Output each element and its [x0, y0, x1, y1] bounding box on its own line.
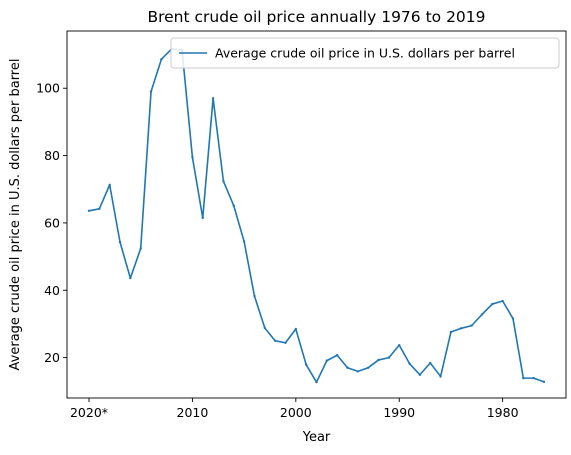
- data-point: [408, 362, 411, 365]
- x-tick-label: 2000: [280, 405, 312, 420]
- data-point: [470, 324, 473, 327]
- data-point: [191, 156, 194, 159]
- data-point: [439, 375, 442, 378]
- data-point: [449, 330, 453, 334]
- data-point: [429, 361, 432, 365]
- data-point: [387, 356, 391, 359]
- data-point: [335, 354, 339, 357]
- data-point: [160, 58, 163, 61]
- data-point: [356, 370, 360, 373]
- data-point: [532, 376, 535, 380]
- data-point: [263, 326, 266, 330]
- chart-title: Brent crude oil price annually 1976 to 2…: [147, 8, 485, 26]
- data-point: [149, 90, 153, 93]
- data-point: [367, 366, 370, 369]
- data-point: [522, 376, 525, 380]
- data-point: [284, 341, 287, 344]
- x-tick-label: 2020*: [70, 405, 108, 420]
- data-point: [253, 294, 256, 298]
- legend-label: Average crude oil price in U.S. dollars …: [215, 46, 515, 61]
- x-tick-label: 1980: [487, 405, 519, 420]
- data-point: [542, 380, 546, 384]
- legend: Average crude oil price in U.S. dollars …: [170, 37, 560, 69]
- data-point: [480, 313, 484, 316]
- x-tick-label: 2010: [177, 405, 209, 420]
- data-point: [232, 204, 235, 207]
- data-point: [129, 276, 132, 280]
- x-axis-title: Year: [302, 430, 331, 445]
- series-line: [88, 48, 545, 383]
- data-point: [273, 339, 277, 342]
- data-point: [108, 183, 111, 187]
- legend-box: [170, 37, 560, 69]
- data-point: [222, 179, 225, 183]
- data-point: [511, 317, 515, 320]
- data-point: [304, 363, 308, 366]
- y-tick-label: 80: [44, 148, 60, 163]
- data-point: [377, 358, 380, 362]
- data-point: [98, 207, 101, 210]
- data-point: [242, 240, 246, 243]
- y-tick-label: 100: [36, 81, 60, 96]
- y-tick-label: 20: [44, 350, 60, 365]
- data-point: [501, 299, 504, 303]
- data-point: [139, 247, 142, 250]
- data-point: [460, 327, 463, 330]
- y-tick-label: 60: [44, 215, 60, 230]
- data-point: [491, 302, 494, 306]
- data-point: [294, 327, 298, 331]
- data-point: [118, 240, 122, 244]
- data-point: [325, 359, 329, 362]
- data-point: [398, 343, 401, 347]
- data-point: [346, 366, 349, 369]
- data-point: [418, 373, 422, 376]
- x-tick-label: 1990: [383, 405, 415, 420]
- data-point: [211, 97, 215, 100]
- plot-area: 20 40 60 80 100 2020* 2010 2000 1990 1980: [36, 30, 567, 420]
- y-tick-label: 40: [44, 283, 60, 298]
- data-point: [87, 209, 91, 212]
- y-axis-title: Average crude oil price in U.S. dollars …: [8, 59, 23, 371]
- plot-frame: [66, 30, 567, 399]
- data-point: [201, 216, 204, 220]
- data-point: [315, 380, 318, 384]
